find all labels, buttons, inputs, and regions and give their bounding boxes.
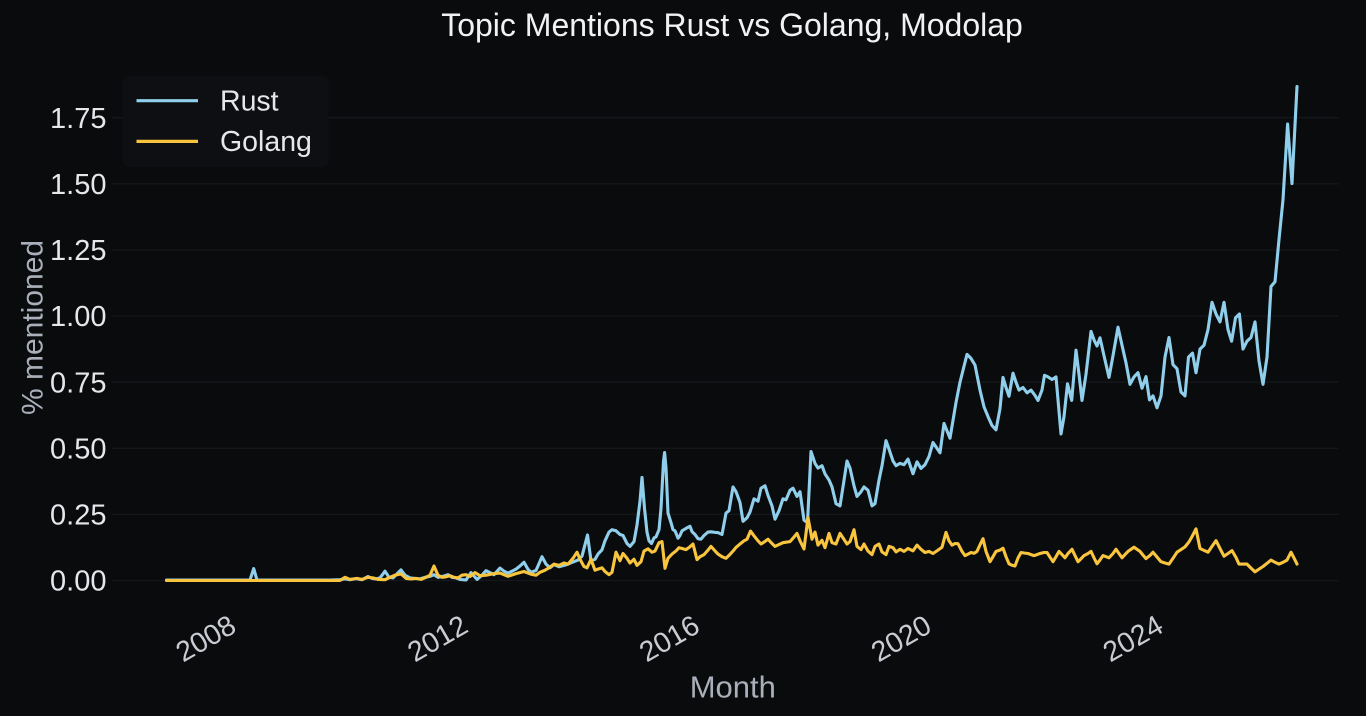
svg-text:0.50: 0.50 — [50, 433, 106, 465]
svg-text:Month: Month — [690, 670, 776, 705]
svg-text:% mentioned: % mentioned — [17, 240, 50, 415]
svg-text:1.50: 1.50 — [50, 169, 106, 201]
svg-text:1.75: 1.75 — [50, 103, 106, 135]
svg-text:0.00: 0.00 — [50, 566, 106, 598]
svg-text:Topic Mentions Rust vs Golang,: Topic Mentions Rust vs Golang, Modolap — [441, 7, 1023, 43]
svg-text:Rust: Rust — [220, 86, 279, 118]
svg-text:1.25: 1.25 — [50, 235, 106, 267]
svg-text:1.00: 1.00 — [50, 301, 106, 333]
svg-text:0.25: 0.25 — [50, 500, 106, 532]
svg-text:0.75: 0.75 — [50, 367, 106, 399]
svg-text:Golang: Golang — [220, 126, 312, 158]
